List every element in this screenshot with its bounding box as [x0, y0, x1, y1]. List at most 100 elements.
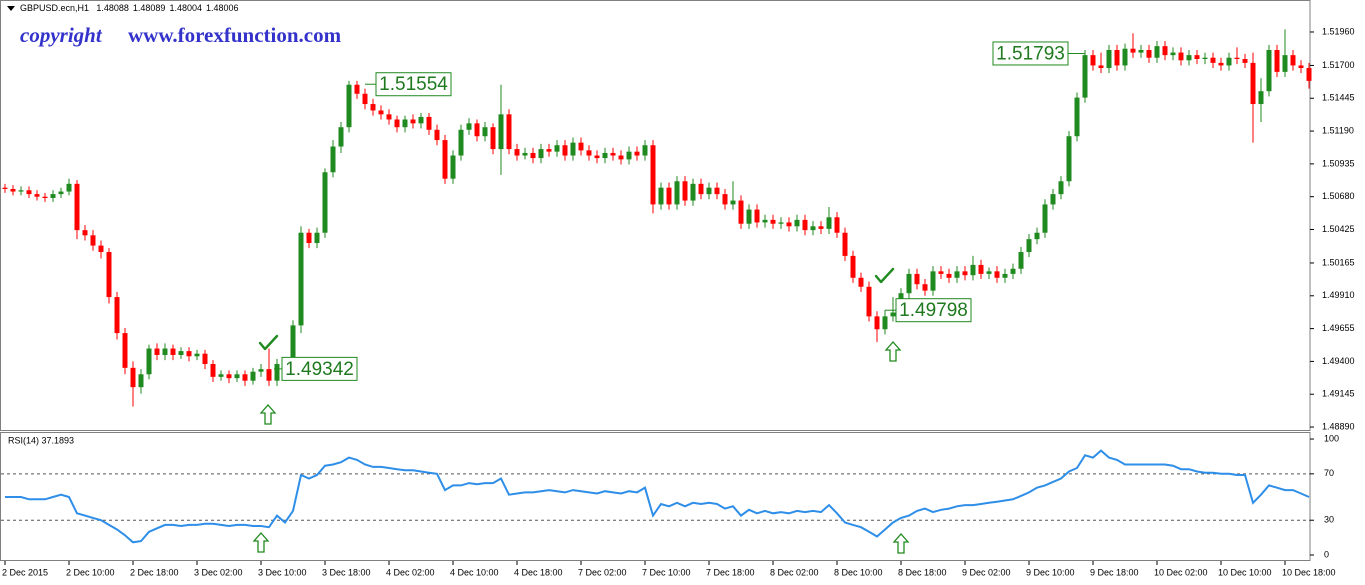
candle-body — [1290, 55, 1296, 66]
candle-body — [722, 194, 728, 205]
x-tick-label: 10 Dec 10:00 — [1218, 567, 1272, 577]
candle-body — [386, 114, 392, 120]
candle-body — [562, 145, 568, 156]
x-tick-label: 7 Dec 10:00 — [642, 567, 691, 577]
candle-body — [466, 123, 472, 130]
candle-body — [1002, 273, 1008, 278]
candle-body — [882, 316, 888, 330]
watermark-copyright: copyright — [20, 23, 103, 47]
candle-body — [1042, 204, 1048, 233]
candle-body — [1066, 136, 1072, 182]
candle-body — [634, 151, 640, 156]
candle-body — [1154, 46, 1160, 58]
y-tick-label: 0 — [1324, 549, 1329, 559]
candle-body — [298, 232, 304, 326]
candle-body — [362, 93, 368, 105]
candle-body — [1018, 252, 1024, 269]
y-tick-label: 1.51190 — [1322, 125, 1354, 135]
candle-body — [850, 255, 856, 278]
candle-body — [186, 351, 192, 357]
candle-body — [1090, 55, 1096, 66]
x-tick-label: 10 Dec 18:00 — [1282, 567, 1336, 577]
candle-body — [50, 194, 56, 198]
candle-body — [1122, 48, 1128, 66]
candle-body — [266, 369, 272, 381]
candle-body — [1282, 55, 1288, 72]
buy-arrow — [884, 341, 902, 362]
header: GBPUSD.ecn,H1 1.48088 1.48089 1.48004 1.4800… — [20, 3, 239, 13]
y-tick-label: 1.49400 — [1322, 356, 1355, 366]
candle-body — [338, 127, 344, 147]
candle-body — [1186, 55, 1192, 61]
candle-body — [114, 297, 120, 334]
candle-body — [202, 353, 208, 364]
candle-body — [930, 271, 936, 291]
candle-body — [26, 190, 32, 195]
candle-body — [890, 312, 896, 317]
y-tick-label: 70 — [1324, 468, 1334, 478]
y-tick-label: 1.50935 — [1322, 158, 1355, 168]
x-tick-label: 7 Dec 02:00 — [578, 567, 627, 577]
annotation-box — [375, 72, 452, 97]
annotation-label: 1.49798 — [899, 300, 968, 321]
candle-body — [978, 264, 984, 274]
candle-body — [450, 155, 456, 179]
buy-arrow — [892, 533, 910, 554]
candle-body — [946, 273, 952, 278]
candle-body — [378, 110, 384, 115]
candle-body — [306, 232, 312, 244]
candle-body — [706, 187, 712, 195]
candle-body — [162, 348, 168, 355]
candle-body — [1194, 55, 1200, 60]
header-icon — [7, 6, 15, 11]
candle-body — [1298, 65, 1304, 69]
candle-body — [746, 209, 752, 224]
candle-body — [138, 374, 144, 388]
annotation-box — [895, 298, 972, 323]
check-mark — [874, 267, 895, 284]
candle-body — [1306, 68, 1312, 81]
candle-body — [1258, 91, 1264, 105]
candle-body — [322, 172, 328, 233]
candle-body — [1130, 48, 1136, 53]
header-close: 1.48006 — [206, 3, 239, 13]
candle-body — [1274, 49, 1280, 72]
candle-body — [1138, 49, 1144, 53]
candle-body — [626, 151, 632, 160]
price-panel-frame — [0, 0, 1311, 431]
x-tick-label: 4 Dec 10:00 — [450, 567, 499, 577]
candle-body — [498, 114, 504, 150]
x-tick-label: 7 Dec 18:00 — [706, 567, 755, 577]
candle-body — [122, 333, 128, 368]
candle-body — [674, 181, 680, 205]
candle-body — [578, 142, 584, 151]
candle-body — [66, 183, 72, 192]
candle-body — [74, 183, 80, 231]
candle-body — [242, 374, 248, 381]
candle-body — [234, 374, 240, 379]
candle-body — [170, 348, 176, 355]
candle-body — [442, 140, 448, 179]
candle-body — [1050, 194, 1056, 205]
candle-body — [906, 273, 912, 294]
y-tick-label: 1.51700 — [1322, 60, 1355, 70]
y-tick-label: 1.49910 — [1322, 290, 1355, 300]
candle-body — [1266, 49, 1272, 92]
candle-body — [346, 84, 352, 128]
x-tick-label: 8 Dec 18:00 — [898, 567, 947, 577]
candle-body — [370, 104, 376, 111]
candle-body — [490, 127, 496, 150]
candle-body — [866, 286, 872, 317]
x-tick-label: 2 Dec 2015 — [2, 567, 48, 577]
candle-body — [506, 114, 512, 150]
candle-body — [1162, 46, 1168, 56]
candle-body — [42, 196, 48, 198]
candle-body — [218, 374, 224, 377]
candle-body — [514, 149, 520, 156]
header-open: 1.48088 — [96, 3, 129, 13]
check-mark — [258, 334, 279, 351]
candle-body — [410, 119, 416, 124]
x-tick-label: 3 Dec 02:00 — [194, 567, 243, 577]
